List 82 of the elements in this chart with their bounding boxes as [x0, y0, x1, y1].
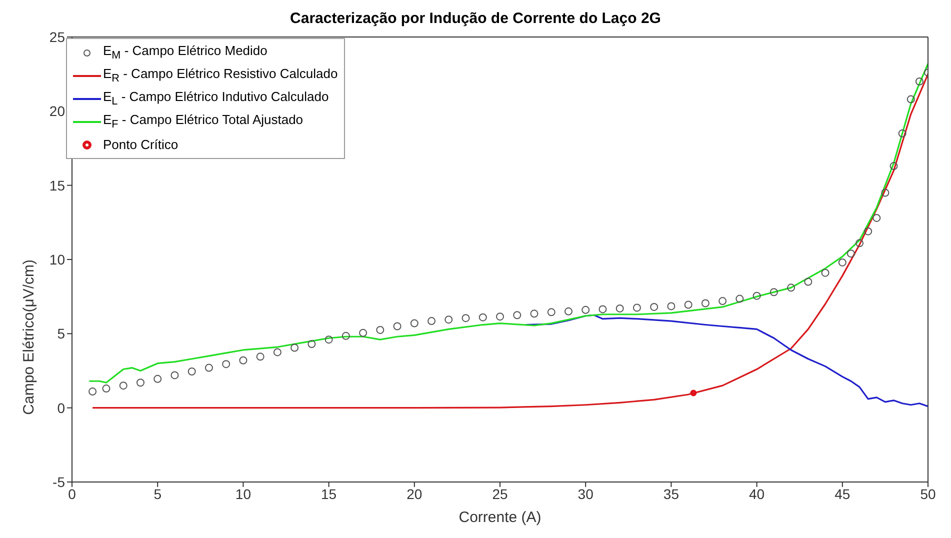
point [890, 162, 898, 170]
point [616, 304, 624, 312]
point [308, 340, 316, 348]
x-tick-label: 5 [154, 486, 162, 502]
point [393, 322, 402, 330]
y-tick-label: 10 [49, 251, 66, 268]
x-tick-label: 40 [749, 486, 765, 502]
point [154, 374, 162, 383]
legend-label: E$_{M}$ - Campo Elétrico Medido [103, 43, 268, 62]
point [872, 214, 881, 222]
point [752, 292, 761, 300]
point [846, 250, 855, 258]
x-tick-label: 20 [406, 486, 422, 502]
x-tick-label: 10 [235, 486, 252, 502]
point [547, 308, 556, 316]
legend-label: E$_{R}$ - Campo Elétrico Resistivo Calculado [103, 66, 338, 85]
x-tick-label: 30 [578, 486, 594, 502]
point [684, 300, 692, 309]
point [102, 384, 110, 393]
point [718, 297, 727, 306]
point [290, 344, 299, 352]
point [736, 294, 744, 303]
legend-label: E$_{F}$ - Campo Elétrico Total Ajustado [103, 112, 304, 131]
x-tick-label: 0 [68, 486, 76, 502]
point [787, 284, 796, 292]
point [667, 302, 676, 310]
x-tick-label: 50 [920, 486, 936, 502]
point [701, 299, 710, 308]
y-tick-label: 20 [49, 103, 66, 120]
y-tick-label: -5 [52, 474, 66, 490]
point [359, 328, 368, 337]
y-tick-label: 15 [49, 177, 66, 194]
point [881, 188, 890, 197]
point [204, 364, 213, 372]
point [119, 382, 128, 390]
legend-label: Ponto Crítico [103, 137, 178, 152]
x-tick-label: 45 [834, 486, 850, 502]
point [410, 319, 418, 328]
point [324, 336, 333, 344]
point [256, 352, 264, 361]
y-tick-label: 5 [57, 326, 66, 342]
point [856, 239, 864, 248]
point [513, 311, 522, 320]
y-axis-title: Campo Elétrico(μV/cm) [20, 260, 38, 415]
point [444, 316, 453, 324]
point [804, 278, 812, 286]
point [906, 95, 915, 104]
point [864, 227, 872, 236]
point [530, 310, 538, 318]
point [598, 305, 607, 314]
point [915, 78, 924, 86]
point [170, 371, 179, 380]
point [342, 332, 350, 340]
point [462, 314, 470, 322]
point [821, 268, 830, 277]
y-tick-label: 0 [57, 400, 66, 416]
point [770, 288, 778, 296]
point [188, 367, 196, 376]
x-tick-label: 15 [321, 486, 337, 502]
point [478, 313, 487, 322]
point [428, 317, 436, 326]
x-tick-label: 35 [663, 486, 680, 502]
line-series [524, 314, 928, 408]
point [898, 129, 906, 138]
x-tick-label: 25 [492, 486, 508, 502]
point [582, 306, 590, 314]
point [496, 312, 504, 321]
point [690, 390, 697, 396]
point [273, 348, 282, 356]
point [222, 360, 230, 368]
point [239, 356, 248, 364]
legend-label: E$_{L}$ - Campo Elétrico Indutivo Calculado [103, 89, 329, 108]
point [632, 304, 641, 312]
y-tick-label: 25 [49, 28, 66, 45]
x-axis-title: Corrente (A) [458, 509, 542, 526]
point [376, 326, 384, 334]
chart-title: Caracterização por Indução de Corrente do Laço 2G [289, 9, 662, 29]
point [136, 378, 144, 387]
point [838, 258, 846, 266]
point [88, 388, 97, 396]
point [650, 302, 658, 311]
point [564, 307, 572, 316]
